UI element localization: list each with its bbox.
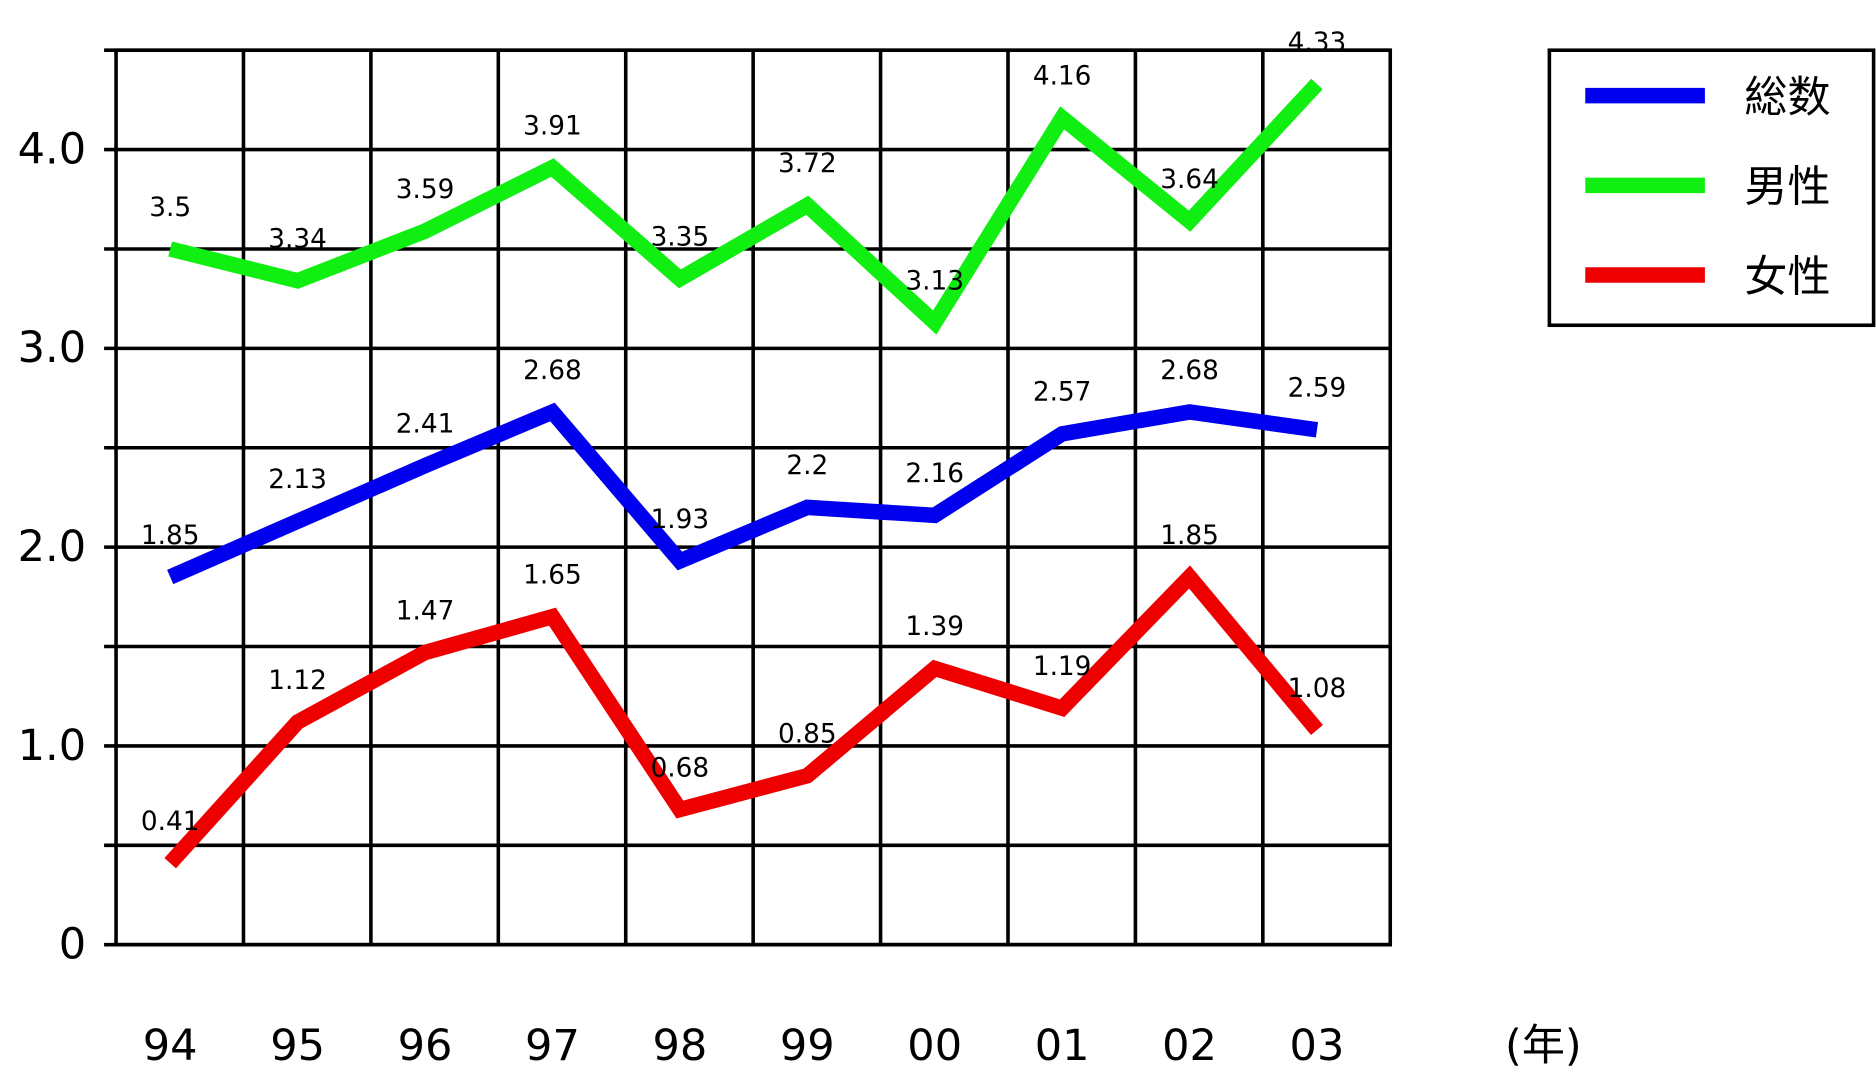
- y-tick-label: 4.0: [18, 125, 86, 175]
- data-label: 1.19: [1033, 652, 1092, 682]
- data-label: 0.41: [141, 807, 200, 837]
- y-tick-label: 0: [59, 920, 86, 970]
- x-tick-label: 96: [398, 1021, 453, 1071]
- y-tick-label: 2.0: [18, 522, 86, 572]
- legend-box: [1547, 48, 1876, 328]
- x-tick-label: 98: [652, 1021, 707, 1071]
- x-tick-label: 01: [1035, 1021, 1090, 1071]
- x-tick-label: 03: [1290, 1021, 1345, 1071]
- legend-label: 女性: [1744, 252, 1830, 302]
- series-line: [168, 78, 1323, 335]
- data-label: 3.91: [523, 111, 582, 141]
- data-label: 1.08: [1288, 674, 1347, 704]
- data-label: 0.85: [778, 720, 837, 750]
- x-tick-label: 95: [270, 1021, 325, 1071]
- data-label: 2.68: [523, 356, 582, 386]
- y-tick-label: 3.0: [18, 323, 86, 373]
- x-tick-label: 97: [525, 1021, 580, 1071]
- data-label: 3.13: [905, 266, 964, 296]
- legend-label: 男性: [1744, 163, 1830, 213]
- data-label: 3.35: [651, 223, 710, 253]
- x-tick-label: 99: [780, 1021, 835, 1071]
- data-label: 3.59: [396, 175, 455, 205]
- x-tick-label: 00: [907, 1021, 962, 1071]
- data-label: 2.59: [1288, 374, 1347, 404]
- data-label: 3.72: [778, 149, 837, 179]
- data-label: 2.41: [396, 409, 455, 439]
- data-label: 2.16: [905, 459, 964, 489]
- series-line: [164, 565, 1323, 869]
- data-label: 2.68: [1160, 356, 1219, 386]
- y-tick-label: 1.0: [18, 721, 86, 771]
- data-label: 1.39: [905, 612, 964, 642]
- data-label: 1.47: [396, 596, 455, 626]
- data-label: 1.65: [523, 561, 582, 591]
- data-label: 2.2: [786, 451, 828, 481]
- data-label: 2.13: [268, 465, 327, 495]
- data-label: 1.12: [268, 666, 327, 696]
- data-label: 4.16: [1033, 62, 1092, 92]
- data-label: 0.68: [651, 753, 710, 783]
- data-label: 1.93: [651, 505, 710, 535]
- plot-frame: [114, 48, 1393, 947]
- x-tick-label: 02: [1162, 1021, 1217, 1071]
- x-axis-label: (年): [1505, 1021, 1582, 1071]
- data-label: 3.64: [1160, 165, 1219, 195]
- series-line: [167, 402, 1319, 585]
- data-label: 3.5: [149, 193, 191, 223]
- legend-label: 総数: [1744, 73, 1830, 123]
- data-label: 1.85: [1160, 521, 1219, 551]
- data-label: 3.34: [268, 225, 327, 255]
- data-label: 2.57: [1033, 378, 1092, 408]
- x-tick-label: 94: [143, 1021, 198, 1071]
- data-label: 4.33: [1288, 28, 1347, 58]
- data-label: 1.85: [141, 521, 200, 551]
